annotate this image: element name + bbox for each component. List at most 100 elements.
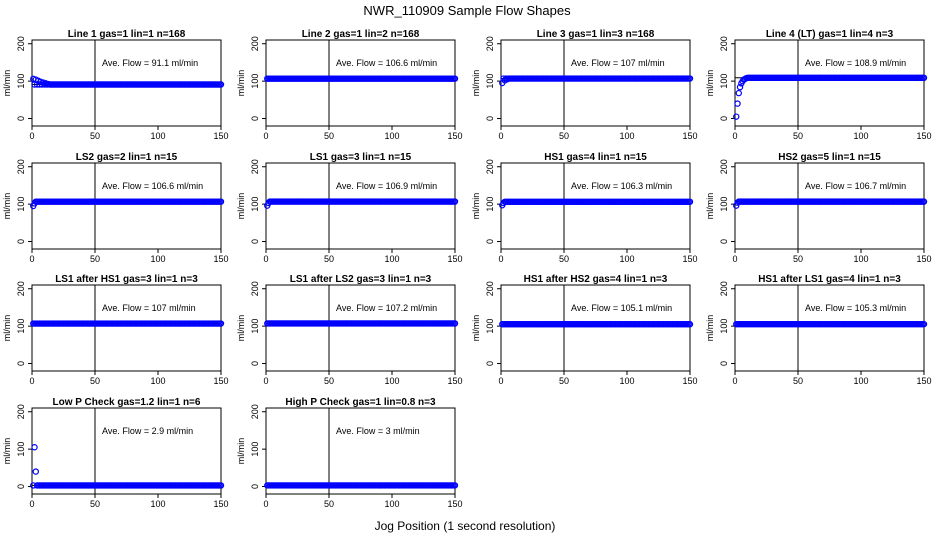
y-tick-label: 200 [250, 281, 260, 296]
x-tick-label: 100 [619, 254, 634, 264]
y-axis-label: ml/min [705, 70, 715, 97]
x-tick-label: 0 [732, 131, 737, 141]
plot-frame [734, 39, 925, 127]
x-tick-label: 50 [793, 131, 803, 141]
average-flow-annotation: Ave. Flow = 3 ml/min [336, 426, 420, 436]
panel-title: LS1 gas=3 lin=1 n=15 [310, 152, 412, 163]
average-flow-annotation: Ave. Flow = 106.3 ml/min [571, 181, 672, 191]
x-tick-label: 100 [384, 499, 399, 509]
y-tick-label: 100 [16, 442, 26, 457]
data-point [736, 83, 744, 91]
panel-7: HS1 gas=4 lin=1 n=15 0 50 100 150 0 100 200 ml/m… [471, 152, 698, 264]
x-tick-label: 150 [447, 376, 462, 386]
y-tick-label: 200 [719, 281, 729, 296]
y-tick-label: 200 [485, 159, 495, 174]
average-flow-annotation: Ave. Flow = 2.9 ml/min [102, 426, 193, 436]
x-tick-label: 150 [447, 499, 462, 509]
y-axis-label: ml/min [471, 193, 481, 220]
x-tick-label: 0 [263, 131, 268, 141]
data-point [451, 198, 459, 205]
y-tick-label: 100 [250, 442, 260, 457]
x-tick-label: 0 [263, 376, 268, 386]
data-points [30, 444, 225, 489]
x-tick-label: 150 [447, 131, 462, 141]
data-points [499, 75, 694, 87]
y-tick-label: 0 [250, 116, 260, 121]
y-tick-label: 200 [16, 281, 26, 296]
x-tick-label: 50 [793, 254, 803, 264]
x-tick-label: 50 [90, 376, 100, 386]
average-flow-annotation: Ave. Flow = 108.9 ml/min [805, 58, 906, 68]
data-point [217, 320, 225, 327]
x-tick-label: 100 [853, 254, 868, 264]
y-tick-label: 100 [16, 319, 26, 334]
x-tick-label: 150 [213, 131, 228, 141]
y-tick-label: 100 [485, 74, 495, 89]
y-tick-label: 200 [719, 159, 729, 174]
y-tick-label: 100 [16, 74, 26, 89]
x-tick-label: 50 [324, 131, 334, 141]
x-tick-label: 50 [324, 499, 334, 509]
y-tick-label: 200 [250, 404, 260, 419]
y-tick-label: 100 [719, 74, 729, 89]
x-tick-label: 50 [90, 254, 100, 264]
x-tick-label: 100 [150, 376, 165, 386]
x-tick-label: 50 [324, 254, 334, 264]
y-tick-label: 100 [250, 319, 260, 334]
data-point [686, 321, 694, 328]
y-axis-label: ml/min [705, 193, 715, 220]
average-flow-annotation: Ave. Flow = 105.3 ml/min [805, 303, 906, 313]
x-tick-label: 150 [682, 131, 697, 141]
panel-9: LS1 after HS1 gas=3 lin=1 n=3 0 50 100 150 0 1… [2, 274, 229, 386]
y-axis-label: ml/min [471, 315, 481, 342]
x-tick-label: 150 [213, 499, 228, 509]
x-tick-label: 50 [90, 499, 100, 509]
average-flow-annotation: Ave. Flow = 106.7 ml/min [805, 181, 906, 191]
plot-frame [500, 39, 691, 127]
x-tick-label: 150 [213, 254, 228, 264]
y-axis-label: ml/min [236, 315, 246, 342]
average-flow-annotation: Ave. Flow = 107.2 ml/min [336, 303, 437, 313]
x-tick-label: 100 [150, 254, 165, 264]
y-tick-label: 0 [719, 116, 729, 121]
average-flow-annotation: Ave. Flow = 105.1 ml/min [571, 303, 672, 313]
y-axis-label: ml/min [705, 315, 715, 342]
panel-title: Line 3 gas=1 lin=3 n=168 [537, 29, 655, 40]
x-tick-label: 150 [916, 254, 931, 264]
data-point [217, 198, 225, 205]
average-flow-annotation: Ave. Flow = 106.6 ml/min [336, 58, 437, 68]
y-tick-label: 200 [16, 36, 26, 51]
panel-title: Line 4 (LT) gas=1 lin=4 n=3 [766, 29, 894, 40]
panel-title: Low P Check gas=1.2 lin=1 n=6 [53, 397, 201, 408]
average-flow-annotation: Ave. Flow = 106.6 ml/min [102, 181, 203, 191]
y-tick-label: 0 [250, 361, 260, 366]
average-flow-annotation: Ave. Flow = 106.9 ml/min [336, 181, 437, 191]
panel-title: LS2 gas=2 lin=1 n=15 [76, 152, 178, 163]
panel-10: LS1 after LS2 gas=3 lin=1 n=3 0 50 100 150 0 1… [236, 274, 463, 386]
panel-title: HS2 gas=5 lin=1 n=15 [778, 152, 881, 163]
data-points [30, 75, 225, 88]
y-axis-label: ml/min [2, 70, 12, 97]
x-tick-label: 150 [916, 376, 931, 386]
x-tick-label: 100 [619, 376, 634, 386]
x-tick-label: 150 [916, 131, 931, 141]
y-tick-label: 0 [16, 239, 26, 244]
panel-3: Line 3 gas=1 lin=3 n=168 0 50 100 150 0 100 200… [471, 29, 698, 141]
plot-frame [265, 39, 456, 127]
panel-title: LS1 after LS2 gas=3 lin=1 n=3 [290, 274, 432, 285]
data-points [499, 321, 694, 328]
y-tick-label: 200 [719, 36, 729, 51]
x-tick-label: 100 [853, 376, 868, 386]
panel-title: Line 2 gas=1 lin=2 n=168 [302, 29, 420, 40]
x-tick-label: 150 [213, 376, 228, 386]
y-tick-label: 200 [250, 159, 260, 174]
panel-11: HS1 after HS2 gas=4 lin=1 n=3 0 50 100 150 0 1… [471, 274, 698, 386]
x-tick-label: 50 [793, 376, 803, 386]
y-axis-label: ml/min [2, 315, 12, 342]
data-point [733, 113, 740, 120]
y-axis-label: ml/min [236, 438, 246, 465]
plot-frame [734, 162, 925, 250]
plot-frame [31, 407, 222, 495]
y-tick-label: 0 [485, 116, 495, 121]
x-tick-label: 0 [498, 254, 503, 264]
